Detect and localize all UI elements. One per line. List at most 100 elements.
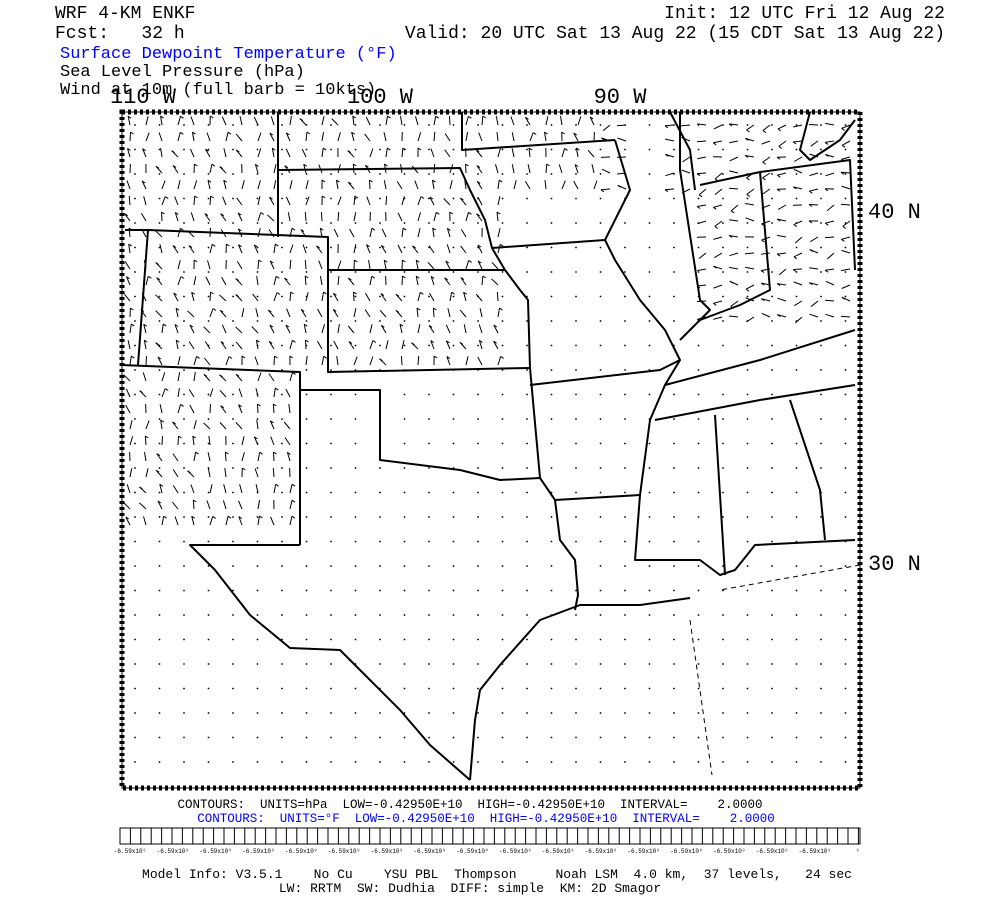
grid-dot — [624, 320, 626, 322]
wind-barb-flag — [446, 340, 450, 344]
grid-dot — [183, 540, 185, 543]
grid-dot — [624, 663, 626, 665]
grid-dot — [305, 589, 308, 592]
wind-barb-flag — [714, 225, 719, 229]
wind-barb-flag — [131, 323, 135, 327]
grid-dot — [648, 565, 651, 567]
grid-dot — [134, 687, 136, 690]
wind-barb — [269, 196, 275, 206]
grid-dot — [134, 369, 136, 371]
grid-dot — [330, 442, 332, 445]
grid-dot — [134, 712, 136, 714]
wind-barb — [177, 260, 181, 270]
grid-dot — [526, 540, 528, 543]
wind-barb — [144, 452, 147, 462]
wind-barb-flag — [187, 470, 191, 474]
colorbar-label: ⁹ — [856, 848, 860, 855]
wind-barb — [826, 252, 835, 260]
wind-barb-flag — [372, 340, 377, 343]
wind-barb-flag — [316, 245, 320, 249]
grid-dot — [403, 565, 406, 567]
grid-dot — [232, 173, 234, 175]
grid-dot — [673, 271, 675, 273]
wind-barb — [793, 281, 803, 286]
wind-barb-flag — [433, 355, 438, 359]
wind-barb — [273, 484, 277, 494]
grid-dot — [722, 418, 724, 420]
wind-barb-flag — [273, 451, 277, 455]
grid-dot — [134, 589, 136, 592]
grid-dot — [526, 516, 528, 518]
grid-dot — [207, 197, 210, 200]
wind-barb — [746, 188, 755, 195]
wind-barb — [840, 315, 851, 318]
wind-barb — [476, 181, 483, 190]
grid-dot — [452, 246, 455, 249]
longitude-label: 110 W — [110, 85, 177, 110]
grid-dot — [134, 222, 136, 224]
wind-barb — [465, 212, 469, 222]
grid-dot — [820, 516, 822, 518]
wind-barb-flag — [219, 166, 223, 170]
grid-dot — [550, 565, 553, 567]
wind-barb — [761, 220, 771, 225]
wind-barb-flag — [380, 293, 385, 297]
wind-barb — [411, 165, 419, 174]
wind-barb — [511, 164, 515, 174]
wind-barb-flag — [477, 244, 482, 248]
wind-barb-flag — [180, 227, 184, 231]
grid-dot — [599, 614, 602, 616]
wind-barb-flag — [776, 253, 781, 257]
wind-barb — [155, 310, 163, 318]
wind-barb — [587, 149, 595, 158]
grid-dot — [281, 736, 283, 739]
grid-dot — [379, 736, 381, 739]
wind-barb-flag — [130, 131, 134, 135]
grid-dot — [673, 516, 675, 518]
grid-dot — [305, 687, 308, 690]
wind-barb-flag — [236, 149, 240, 153]
grid-dot — [183, 393, 185, 396]
wind-barb — [379, 309, 387, 318]
wind-barb-flag — [226, 243, 230, 247]
wind-barb-flag — [713, 206, 717, 210]
grid-dot — [697, 197, 700, 200]
wind-barb — [445, 260, 451, 270]
grid-dot — [820, 687, 822, 690]
grid-dot — [207, 589, 210, 592]
grid-dot — [477, 663, 479, 665]
wind-barb-flag — [432, 179, 436, 183]
wind-barb-flag — [809, 249, 813, 252]
wind-barb-flag — [493, 340, 497, 344]
grid-dot — [722, 663, 724, 665]
grid-dot — [403, 442, 406, 445]
grid-dot — [526, 418, 528, 420]
wind-barb — [793, 140, 803, 143]
grid-dot — [207, 491, 210, 494]
grid-dot — [820, 148, 822, 151]
wind-barb — [253, 436, 259, 446]
grid-dot — [550, 344, 553, 347]
grid-dot — [697, 344, 700, 347]
wind-barb — [762, 188, 771, 195]
wind-barb — [477, 196, 483, 206]
wind-barb-flag — [728, 123, 733, 127]
wind-barb-flag — [347, 181, 352, 185]
wind-barb-flag — [776, 283, 781, 287]
wind-barb — [235, 422, 243, 430]
grid-dot — [648, 197, 651, 200]
wind-barb — [126, 276, 131, 286]
wind-barb-flag — [564, 147, 568, 151]
grid-dot — [452, 393, 455, 396]
wind-barb — [321, 148, 324, 158]
grid-dot — [526, 442, 528, 445]
wind-barb — [142, 372, 147, 382]
wind-barb-flag — [824, 188, 829, 192]
grid-dot — [599, 173, 602, 175]
wind-barb — [366, 196, 371, 206]
wind-barb-flag — [761, 298, 765, 302]
grid-dot — [428, 565, 430, 567]
wind-barb — [289, 291, 292, 302]
grid-dot — [232, 467, 234, 469]
